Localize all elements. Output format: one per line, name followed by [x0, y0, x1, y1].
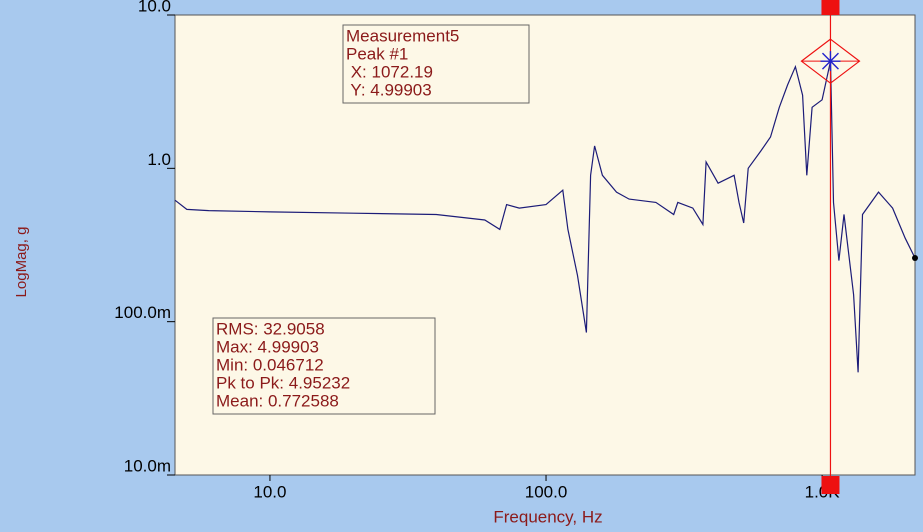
y-tick-label: 1.0: [147, 150, 171, 169]
peak-box: [342, 24, 530, 104]
annotation-line: Y: 4.99903: [346, 80, 432, 99]
annotation-line: RMS: 32.9058: [216, 319, 325, 338]
peak-star: [820, 51, 841, 72]
cursor-handle-bottom: [821, 476, 840, 494]
y-tick-label: 10.0m: [124, 456, 171, 475]
annotation-line: Max: 4.99903: [216, 337, 319, 356]
x-tick-label: 10.0: [253, 482, 286, 501]
stats-box: [212, 317, 436, 415]
annotation-line: Mean: 0.772588: [216, 391, 339, 410]
x-tick-label: 100.0: [525, 482, 568, 501]
peak-marker: [800, 38, 861, 84]
x-axis-label: Frequency, Hz: [493, 507, 602, 526]
annotation-line: Peak #1: [346, 44, 408, 63]
annotation-line: Measurement5: [346, 26, 459, 45]
y-tick-label: 10.0: [138, 0, 171, 15]
cursor-handle-top: [821, 0, 840, 15]
annotation-line: Pk to Pk: 4.95232: [216, 373, 350, 392]
data-line: [174, 61, 916, 373]
end-dot: [912, 255, 918, 262]
annotation-line: Min: 0.046712: [216, 355, 324, 374]
y-tick-label: 100.0m: [114, 303, 171, 322]
y-axis-label: LogMag, g: [13, 227, 30, 298]
annotation-line: X: 1072.19: [346, 62, 433, 81]
